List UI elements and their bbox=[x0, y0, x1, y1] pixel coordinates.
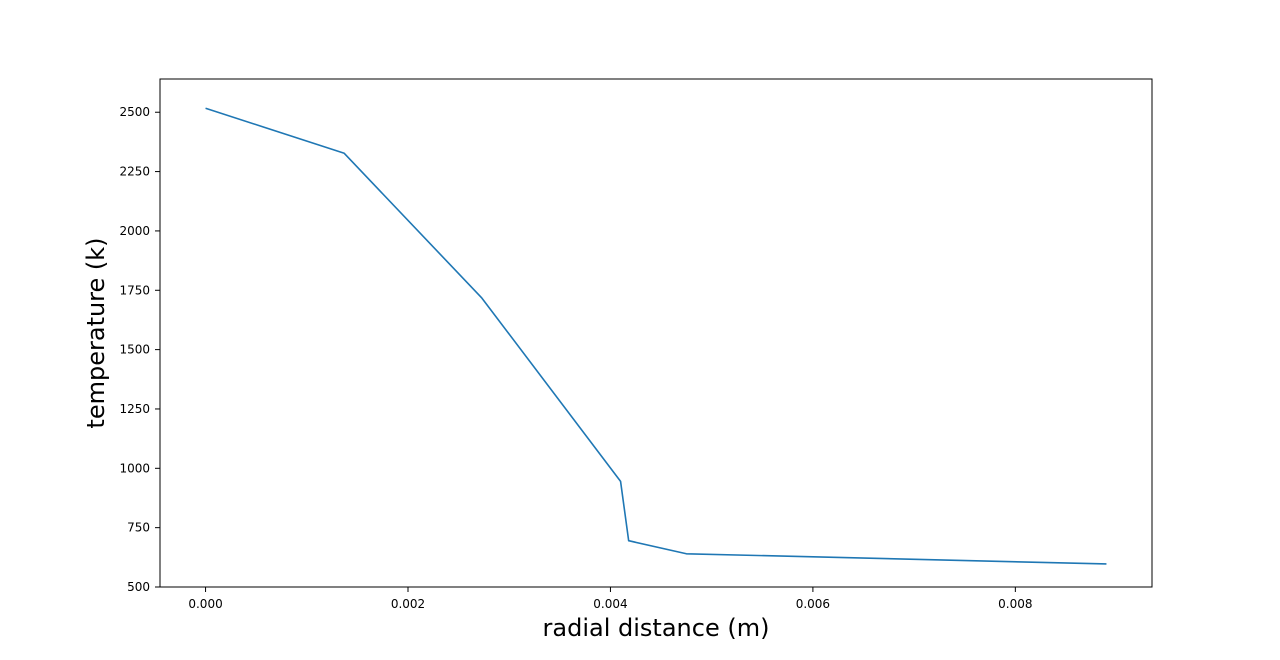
y-tick-label: 1500 bbox=[119, 343, 150, 357]
y-axis-ticks: 500 750 1000 1250 1500 1750 2000 2250 2500 bbox=[119, 105, 160, 594]
y-tick-label: 1750 bbox=[119, 283, 150, 297]
y-tick-label: 2250 bbox=[119, 165, 150, 179]
series-line-temperature bbox=[205, 107, 1107, 565]
y-tick-label: 1250 bbox=[119, 402, 150, 416]
x-tick-label: 0.002 bbox=[391, 597, 425, 611]
x-tick-label: 0.008 bbox=[998, 597, 1032, 611]
x-tick-label: 0.006 bbox=[796, 597, 830, 611]
y-tick-label: 500 bbox=[127, 580, 150, 594]
x-axis-label: radial distance (m) bbox=[543, 614, 770, 642]
y-tick-label: 2500 bbox=[119, 105, 150, 119]
x-axis-ticks: 0.000 0.002 0.004 0.006 0.008 bbox=[188, 587, 1033, 611]
plot-area bbox=[159, 78, 1153, 588]
y-tick-label: 2000 bbox=[119, 224, 150, 238]
y-tick-label: 1000 bbox=[119, 461, 150, 475]
y-axis-label: temperature (k) bbox=[82, 237, 110, 428]
y-tick-label: 750 bbox=[127, 521, 150, 535]
x-tick-label: 0.004 bbox=[593, 597, 627, 611]
x-tick-label: 0.000 bbox=[188, 597, 222, 611]
